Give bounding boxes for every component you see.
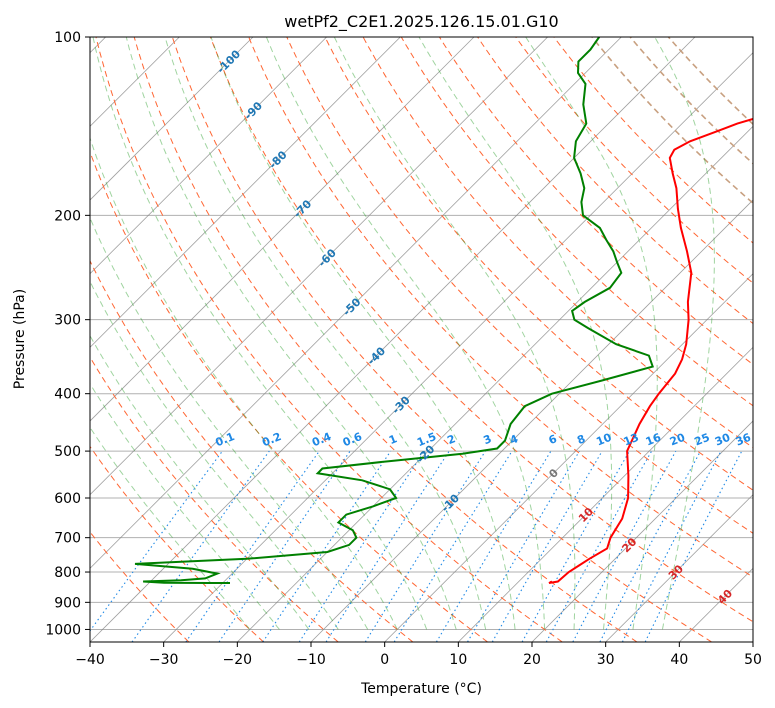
isotherm-line (90, 37, 548, 496)
mixing-ratio-line (262, 450, 392, 642)
mixing-ratio-label: 20 (668, 431, 687, 449)
dry-adiabat-line (629, 37, 753, 165)
mixing-ratio-label: 1 (387, 432, 399, 447)
isotherm-line (90, 37, 401, 348)
moist-adiabat-line (525, 37, 658, 630)
isotherm-line (605, 494, 753, 642)
dry-adiabat-line (591, 37, 753, 205)
y-tick-label: 200 (54, 208, 81, 224)
dry-adiabat-line (477, 37, 753, 325)
moist-adiabat-line (90, 280, 339, 630)
moist-adiabat-line (265, 37, 546, 630)
mixing-ratio-label: 2 (445, 432, 457, 447)
x-tick-label: 50 (744, 652, 762, 668)
moist-adiabat-line (654, 37, 715, 630)
mixing-ratio-line (325, 450, 450, 642)
moist-adiabat-line (125, 37, 457, 630)
isotherm-line (90, 37, 254, 201)
dry-adiabat-line (400, 37, 753, 407)
moist-adiabat-line (90, 382, 280, 630)
x-tick-label: −30 (149, 652, 179, 668)
y-tick-label: 600 (54, 491, 81, 507)
x-tick-label: −20 (223, 652, 253, 668)
moist-adiabat-line (418, 37, 613, 630)
isotherm-line (237, 125, 753, 642)
mixing-ratio-line (185, 450, 320, 642)
mixing-ratio-line (572, 450, 677, 642)
isotherm-line (90, 37, 327, 275)
isotherm-line (163, 52, 753, 642)
moist-adiabat-line (90, 426, 251, 630)
isotherm-line (458, 346, 753, 642)
isotherm-line (90, 37, 622, 569)
x-tick-label: −10 (296, 652, 326, 668)
dry-adiabat-line (133, 37, 638, 642)
x-axis-label: Temperature (°C) (360, 681, 482, 697)
chart-title: wetPf2_C2E1.2025.126.15.01.G10 (284, 12, 558, 32)
mixing-ratio-line (364, 450, 486, 642)
y-tick-label: 300 (54, 313, 81, 329)
dry-adiabat-line (171, 37, 712, 642)
x-axis-ticks: −40 −30 −20 −10 0 10 20 30 40 50 (75, 642, 762, 668)
dry-adiabat-line (210, 37, 753, 623)
x-tick-label: 10 (449, 652, 467, 668)
x-tick-label: 40 (670, 652, 688, 668)
y-tick-label: 700 (54, 531, 81, 547)
y-tick-label: 800 (54, 565, 81, 581)
mixing-ratio-line (599, 450, 701, 642)
dry-adiabat-line (248, 37, 753, 578)
mixing-ratio-label: 3 (481, 432, 493, 447)
temperature-profile-line (548, 117, 753, 584)
plot-area (90, 37, 753, 642)
mixing-ratio-label: 13 (622, 431, 641, 449)
mixing-ratio-line (393, 450, 513, 642)
x-tick-label: −40 (75, 652, 105, 668)
mixing-ratio-label: 25 (693, 431, 712, 449)
mixing-ratio-line (131, 450, 270, 642)
dewpoint-profile-line (134, 37, 654, 584)
moist-adiabat-line (210, 37, 516, 630)
mixing-ratio-label: 10 (594, 431, 613, 449)
moist-adiabat-line (90, 216, 369, 630)
y-tick-label: 100 (54, 30, 81, 46)
dry-adiabat-line (95, 37, 563, 642)
x-tick-label: 0 (380, 652, 389, 668)
moist-adiabat-line (164, 37, 487, 630)
y-axis-label: Pressure (hPa) (12, 289, 28, 389)
isotherm-line (90, 37, 475, 422)
isotherm-line (90, 37, 696, 642)
x-tick-label: 30 (597, 652, 615, 668)
mixing-ratio-line (218, 450, 351, 642)
moist-adiabat-line (92, 37, 428, 630)
mixing-ratio-line (435, 450, 552, 642)
mixing-ratio-label: 30 (713, 431, 732, 449)
y-tick-label: 400 (54, 387, 81, 403)
mixing-ratio-line (298, 450, 425, 642)
dry-adiabat-line (515, 37, 753, 284)
dry-adiabat-line (362, 37, 753, 449)
y-tick-label: 500 (54, 444, 81, 460)
mixing-ratio-label: 8 (575, 432, 587, 447)
y-axis-ticks: 1000 900 800 700 600 500 400 300 200 100 (45, 30, 90, 638)
y-tick-label: 900 (54, 595, 81, 611)
x-tick-label: 20 (523, 652, 541, 668)
dry-adiabat-line (90, 445, 264, 642)
dry-adiabat-line (90, 259, 414, 642)
moist-adiabat-line (333, 37, 576, 630)
isotherm-line (531, 420, 753, 642)
y-tick-label: 1000 (45, 622, 81, 638)
mixing-ratio-line (467, 450, 580, 642)
moist-adiabat-line (90, 136, 398, 630)
mixing-ratio-label: 16 (644, 431, 663, 449)
plot-frame (89, 36, 754, 643)
moist-adiabat-line (90, 334, 310, 630)
mixing-ratio-label: 36 (734, 431, 753, 449)
dry-adiabat-line (324, 37, 753, 491)
